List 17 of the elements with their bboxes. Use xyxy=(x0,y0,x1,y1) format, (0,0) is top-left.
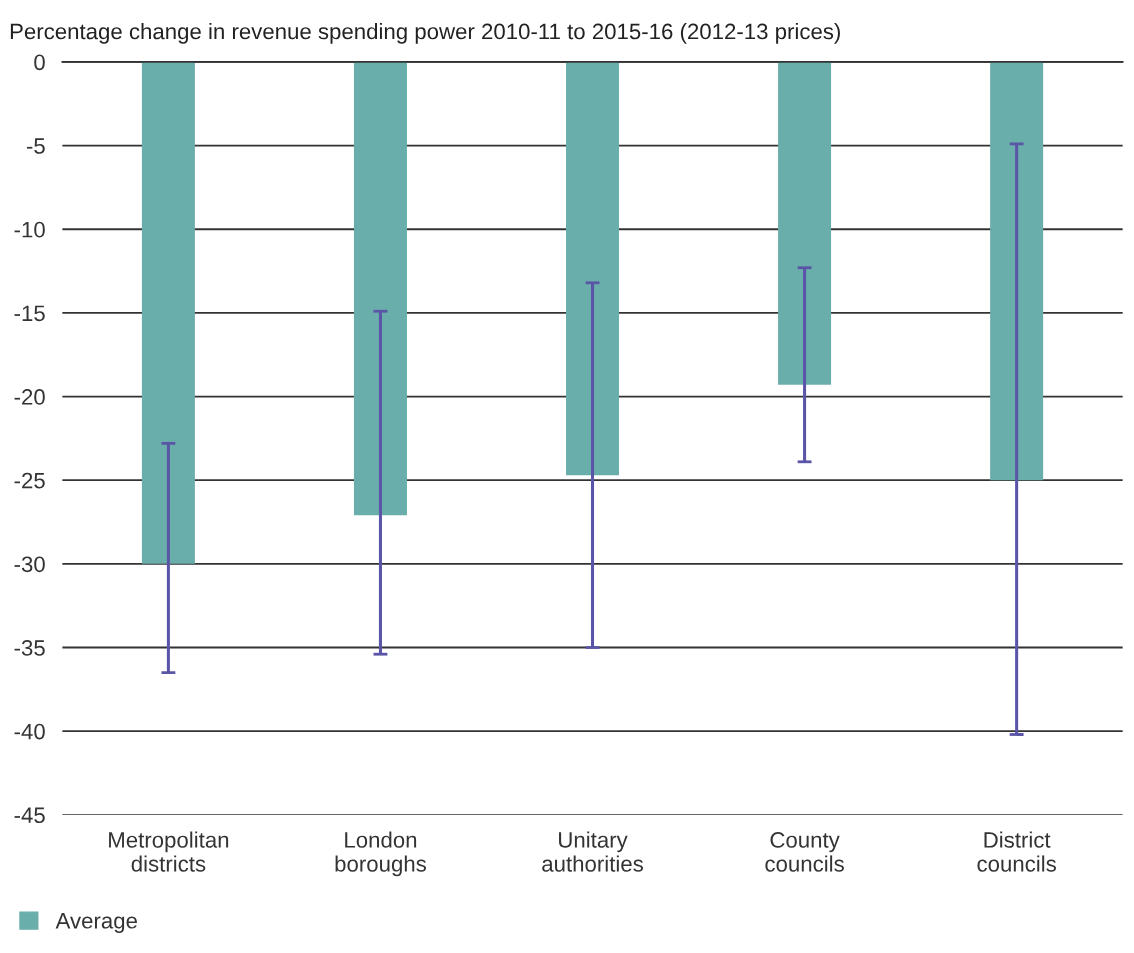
x-tick-label: Unitary authorities xyxy=(542,831,643,872)
x-tick-label: County councils xyxy=(765,832,844,872)
y-tick-label: -45 xyxy=(14,807,45,824)
y-tick-label: -10 xyxy=(14,221,45,238)
y-tick-label: -20 xyxy=(14,389,45,405)
y-tick-label: -25 xyxy=(14,472,45,489)
y-tick-label: -5 xyxy=(26,138,45,154)
y-tick-label: -35 xyxy=(14,640,45,656)
chart-title: Percentage change in revenue spending power 2010-11 to 2015-16 (2012-13 prices) xyxy=(10,23,840,44)
x-tick-label: Metropolitan districts xyxy=(109,831,229,872)
legend-label: Average xyxy=(55,913,137,933)
y-tick-label: 0 xyxy=(34,54,45,71)
x-tick-label: District councils xyxy=(977,831,1056,872)
x-tick-label: London boroughs xyxy=(335,831,426,877)
y-tick-label: -40 xyxy=(14,723,45,740)
y-tick-label: -15 xyxy=(14,305,45,322)
y-tick-label: -30 xyxy=(14,556,45,573)
